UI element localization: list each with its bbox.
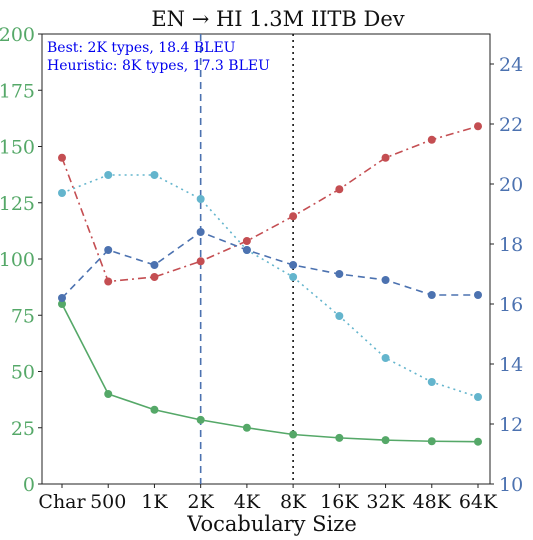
data-point	[242, 246, 251, 254]
right-tick-label: 22	[499, 114, 523, 136]
data-point	[150, 171, 159, 179]
data-point	[474, 437, 482, 446]
x-tick-label: 4K	[234, 491, 261, 513]
data-point	[335, 270, 344, 278]
data-point	[150, 405, 159, 414]
data-point	[58, 153, 66, 162]
data-point	[104, 277, 113, 286]
x-tick-label: 64K	[459, 491, 498, 513]
data-point	[242, 237, 251, 245]
data-point	[474, 393, 482, 401]
series-line	[61, 303, 479, 443]
right-tick-label: 16	[499, 294, 523, 316]
data-point	[289, 430, 298, 439]
data-point	[196, 415, 205, 424]
data-point	[289, 261, 298, 269]
data-point	[335, 312, 344, 320]
right-tick-label: 24	[499, 54, 523, 76]
left-tick-label: 200	[0, 24, 35, 46]
right-tick-label: 18	[499, 234, 523, 256]
left-tick-label: 100	[0, 249, 35, 271]
data-point	[58, 300, 66, 308]
data-point	[427, 378, 436, 386]
data-point	[381, 354, 390, 362]
data-point	[381, 153, 390, 162]
data-point	[58, 294, 66, 302]
left-tick-label: 175	[0, 80, 35, 102]
x-tick-label: Char	[38, 491, 86, 513]
left-tick-label: 50	[11, 362, 35, 384]
annotation-best: Best: 2K types, 18.4 BLEU	[47, 40, 236, 56]
series-line	[61, 174, 479, 398]
data-point	[427, 291, 436, 299]
x-tick-label: 500	[90, 491, 126, 513]
left-tick-label: 125	[0, 193, 35, 215]
plot-area: 0 25 50 75 100 125 150 175 200 10 12 14 16 18 20 22 24 Ch…	[0, 24, 523, 513]
right-tick-label: 10	[499, 474, 523, 496]
x-tick-label: 16K	[320, 491, 359, 513]
plot-frame	[41, 33, 491, 485]
chart-title: EN → HI 1.3M IITB Dev	[151, 7, 404, 31]
left-tick-label: 150	[0, 137, 35, 159]
x-tick-label: 8K	[280, 491, 307, 513]
right-tick-label: 14	[499, 354, 523, 376]
data-point	[474, 291, 482, 299]
data-point	[104, 171, 113, 179]
data-point	[150, 261, 159, 269]
data-point	[381, 436, 390, 445]
left-tick-label: 75	[11, 305, 35, 327]
x-tick-label: 48K	[413, 491, 452, 513]
data-point	[289, 212, 298, 221]
data-point	[104, 246, 113, 254]
x-tick-label: 32K	[366, 491, 405, 513]
x-tick-label: 1K	[141, 491, 168, 513]
x-tick-label: 2K	[188, 491, 215, 513]
series-line	[61, 231, 478, 299]
data-point	[427, 135, 436, 144]
data-point	[196, 195, 205, 203]
data-point	[58, 189, 66, 197]
data-point	[474, 122, 482, 131]
annotation-heuristic: Heuristic: 8K types, 17.3 BLEU	[47, 58, 270, 74]
data-point	[150, 273, 159, 281]
right-tick-label: 12	[499, 414, 523, 436]
data-point	[196, 228, 205, 236]
data-point	[196, 257, 205, 266]
right-tick-label: 20	[499, 174, 523, 196]
data-point	[242, 423, 251, 432]
data-point	[335, 185, 344, 194]
data-point	[381, 276, 390, 284]
left-tick-label: 25	[11, 418, 35, 440]
left-tick-label: 0	[23, 474, 35, 496]
data-point	[289, 273, 298, 281]
data-point	[104, 390, 113, 398]
x-axis-label: Vocabulary Size	[186, 512, 357, 536]
data-point	[427, 437, 436, 446]
data-point	[335, 433, 344, 442]
